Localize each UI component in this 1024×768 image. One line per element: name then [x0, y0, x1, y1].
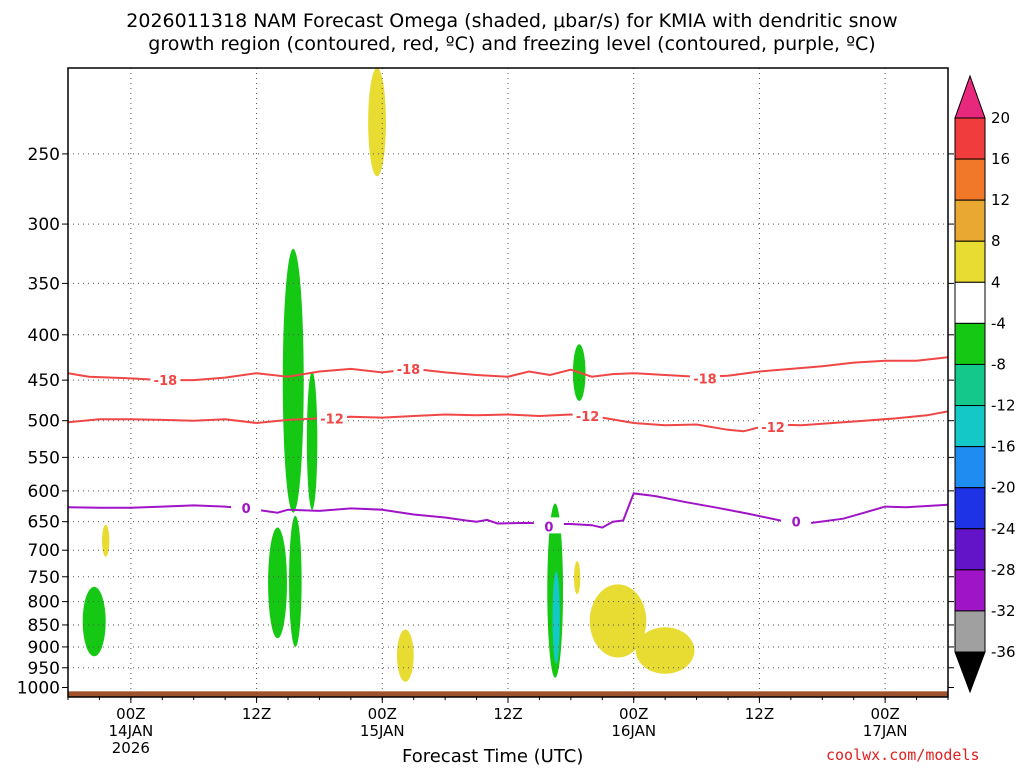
omega-shaded-region	[589, 584, 647, 658]
colorbar-segment	[954, 199, 986, 242]
y-tick-label: 250	[28, 145, 60, 165]
colorbar-label: -12	[991, 397, 1016, 415]
omega-shaded-region	[82, 586, 106, 657]
contour-label-bg	[533, 517, 564, 534]
contour-label: -18	[397, 363, 421, 378]
y-tick-label: 500	[28, 412, 60, 432]
y-tick-label: 900	[28, 638, 60, 658]
y-tick-label: 850	[28, 616, 60, 636]
contour-label: 0	[242, 502, 251, 517]
colorbar-segment	[954, 528, 986, 571]
colorbar-segment	[954, 363, 986, 407]
y-tick-label: 650	[28, 513, 60, 533]
omega-shaded-region	[574, 561, 581, 595]
colorbar-top-arrow	[954, 74, 986, 119]
credit-link[interactable]: coolwx.com/models	[826, 746, 980, 764]
ground-terrain	[68, 691, 948, 697]
x-tick-date: 17JAN	[863, 722, 908, 740]
y-tick-label: 300	[28, 215, 60, 235]
x-tick-label: 00Z	[619, 705, 648, 723]
contour-label-bg	[150, 371, 181, 388]
x-tick-year: 2026	[112, 739, 150, 757]
contour-label: -18	[693, 372, 717, 387]
omega-shaded-region	[368, 68, 386, 177]
x-tick-label: 12Z	[493, 705, 522, 723]
colorbar-bottom-arrow	[954, 651, 986, 694]
x-tick-label: 12Z	[745, 705, 774, 723]
colorbar-label: -4	[991, 314, 1006, 332]
colorbar-segment	[954, 117, 986, 160]
y-tick-label: 400	[28, 326, 60, 346]
x-tick-date: 14JAN	[108, 722, 153, 740]
y-tick-label: 350	[28, 274, 60, 294]
colorbar-segment	[954, 158, 986, 201]
y-tick-label: 450	[28, 371, 60, 391]
x-tick-label: 00Z	[116, 705, 145, 723]
colorbar-label: 20	[991, 109, 1010, 127]
contour-label: 0	[792, 516, 801, 531]
omega-shaded-region	[282, 248, 304, 513]
omega-shaded-region	[289, 515, 302, 647]
colorbar-segment	[954, 240, 986, 283]
chart-title-line-1: 2026011318 NAM Forecast Omega (shaded, μ…	[126, 10, 898, 32]
colorbar-label: -36	[991, 643, 1016, 661]
plot-frame	[67, 67, 949, 698]
colorbar-segment	[954, 487, 986, 530]
colorbar-segment	[954, 610, 986, 653]
contour-label-bg	[572, 407, 603, 424]
contour-label-bg	[758, 417, 789, 434]
x-tick-label: 00Z	[368, 705, 397, 723]
contour-label: -12	[320, 412, 344, 427]
omega-shaded-region	[635, 627, 695, 674]
contour-label-bg	[393, 359, 424, 376]
omega-shaded-region	[102, 524, 110, 557]
y-tick-label: 550	[28, 448, 60, 468]
omega-shaded-region	[268, 527, 287, 639]
omega-shaded-region	[552, 571, 560, 664]
colorbar-segment	[954, 322, 986, 365]
contour-label: -12	[576, 410, 600, 425]
colorbar-segment	[954, 446, 986, 489]
colorbar-label: -20	[991, 479, 1016, 497]
colorbar-label: 12	[991, 191, 1010, 209]
contour-label: -12	[761, 421, 785, 436]
colorbar-label: -8	[991, 355, 1006, 373]
plot-area: -18 -18 -18 -12 -12 -12 0 0 0	[68, 68, 948, 697]
contour-label-bg	[689, 369, 720, 386]
colorbar-segment	[954, 405, 986, 448]
contour-label: -18	[154, 374, 178, 389]
dendritic-contour--12	[68, 410, 948, 433]
y-tick-label: 1000	[17, 678, 60, 698]
contour-label-bg	[317, 409, 347, 426]
x-tick-date: 15JAN	[360, 722, 405, 740]
chart-title-line-2: growth region (contoured, red, ºC) and f…	[148, 33, 876, 55]
colorbar-label: -24	[991, 520, 1016, 538]
y-tick-label: 950	[28, 659, 60, 679]
contour-label-bg	[231, 498, 262, 515]
colorbar-label: 8	[991, 232, 1001, 250]
dendritic-contour--18	[68, 356, 948, 382]
x-tick-date: 16JAN	[611, 722, 656, 740]
y-tick-label: 800	[28, 593, 60, 613]
contour-label: 0	[544, 520, 553, 535]
y-tick-label: 700	[28, 541, 60, 561]
contour-label-bg	[781, 512, 812, 529]
x-axis-title: Forecast Time (UTC)	[402, 746, 584, 767]
colorbar-label: -32	[991, 602, 1016, 620]
x-tick-label: 00Z	[870, 705, 899, 723]
colorbar-segment	[954, 281, 986, 324]
omega-shaded-region	[306, 371, 318, 510]
colorbar-label: 4	[991, 273, 1001, 291]
y-tick-label: 600	[28, 482, 60, 502]
colorbar-label: 16	[991, 150, 1010, 168]
y-tick-label: 750	[28, 568, 60, 588]
x-tick-label: 12Z	[242, 705, 271, 723]
colorbar-label: -16	[991, 438, 1016, 456]
omega-shaded-region	[396, 629, 414, 682]
colorbar-label: -28	[991, 561, 1016, 579]
colorbar-segment	[954, 569, 986, 612]
